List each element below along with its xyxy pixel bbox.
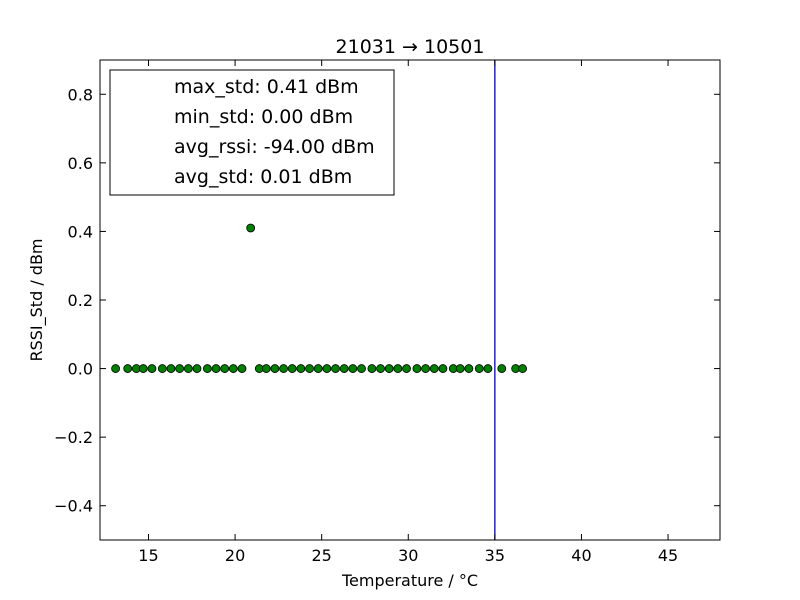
data-point bbox=[261, 364, 271, 373]
data-point bbox=[157, 364, 167, 373]
data-point bbox=[367, 364, 377, 373]
data-point bbox=[474, 364, 484, 373]
legend: max_std: 0.41 dBm min_std: 0.00 dBm avg_… bbox=[109, 69, 395, 196]
data-point bbox=[147, 364, 157, 373]
x-tick-label: 30 bbox=[398, 546, 418, 565]
x-tick-label: 45 bbox=[658, 546, 678, 565]
data-point bbox=[246, 223, 256, 233]
data-point bbox=[175, 364, 185, 373]
y-axis-label: RSSI_Std / dBm bbox=[27, 238, 47, 361]
data-point bbox=[393, 364, 403, 373]
plot-layer bbox=[111, 60, 527, 540]
data-point bbox=[183, 364, 193, 373]
data-point bbox=[421, 364, 430, 373]
data-point bbox=[279, 364, 288, 373]
data-point bbox=[464, 364, 474, 373]
data-point bbox=[348, 364, 358, 373]
data-point bbox=[313, 364, 323, 373]
data-point bbox=[402, 364, 411, 373]
x-tick-label: 20 bbox=[225, 546, 245, 565]
data-point bbox=[287, 364, 297, 373]
data-point bbox=[138, 364, 148, 373]
data-point bbox=[438, 364, 448, 373]
data-point bbox=[211, 364, 221, 373]
chart-title: 21031 → 10501 bbox=[336, 36, 485, 58]
ticks-layer: 15 20 25 30 35 40 45 −0.4 −0.2 0.0 0.2 0.4 0.6 0.8 bbox=[54, 60, 720, 565]
y-tick-label: 0.4 bbox=[68, 222, 93, 241]
x-tick-label: 35 bbox=[485, 546, 505, 565]
legend-box bbox=[109, 69, 395, 196]
data-point bbox=[455, 364, 465, 373]
data-point bbox=[518, 364, 527, 373]
data-point bbox=[270, 364, 280, 373]
data-point bbox=[322, 364, 332, 373]
y-tick-label: 0.2 bbox=[68, 291, 93, 310]
x-tick-label: 40 bbox=[571, 546, 591, 565]
data-point bbox=[123, 364, 133, 373]
data-point bbox=[202, 364, 212, 373]
legend-entry-max-std: max_std: 0.41 dBm bbox=[174, 76, 359, 98]
y-tick-label: 0.6 bbox=[68, 154, 93, 173]
data-point bbox=[339, 364, 349, 373]
data-point bbox=[384, 364, 394, 373]
legend-entry-min-std: min_std: 0.00 dBm bbox=[174, 106, 353, 128]
data-point bbox=[497, 364, 507, 373]
data-point bbox=[296, 364, 306, 373]
data-point bbox=[228, 364, 238, 373]
data-point bbox=[429, 364, 439, 373]
data-point bbox=[376, 364, 385, 373]
y-tick-label: 0.8 bbox=[68, 85, 93, 104]
data-point bbox=[305, 364, 314, 373]
y-tick-label: −0.2 bbox=[54, 428, 93, 447]
data-point bbox=[111, 364, 120, 373]
data-point bbox=[220, 364, 230, 373]
legend-entry-avg-rssi: avg_rssi: -94.00 dBm bbox=[174, 136, 375, 158]
x-tick-label: 15 bbox=[138, 546, 158, 565]
x-tick-label: 25 bbox=[311, 546, 331, 565]
y-tick-label: −0.4 bbox=[54, 497, 93, 516]
x-axis-label: Temperature / °C bbox=[341, 571, 478, 590]
data-point bbox=[192, 364, 202, 373]
data-point bbox=[331, 364, 340, 373]
data-point bbox=[357, 364, 366, 373]
data-point bbox=[237, 364, 247, 373]
data-point bbox=[412, 364, 422, 373]
legend-entry-avg-std: avg_std: 0.01 dBm bbox=[174, 166, 352, 188]
data-point bbox=[483, 364, 493, 373]
data-point bbox=[166, 364, 176, 373]
y-tick-label: 0.0 bbox=[68, 360, 93, 379]
